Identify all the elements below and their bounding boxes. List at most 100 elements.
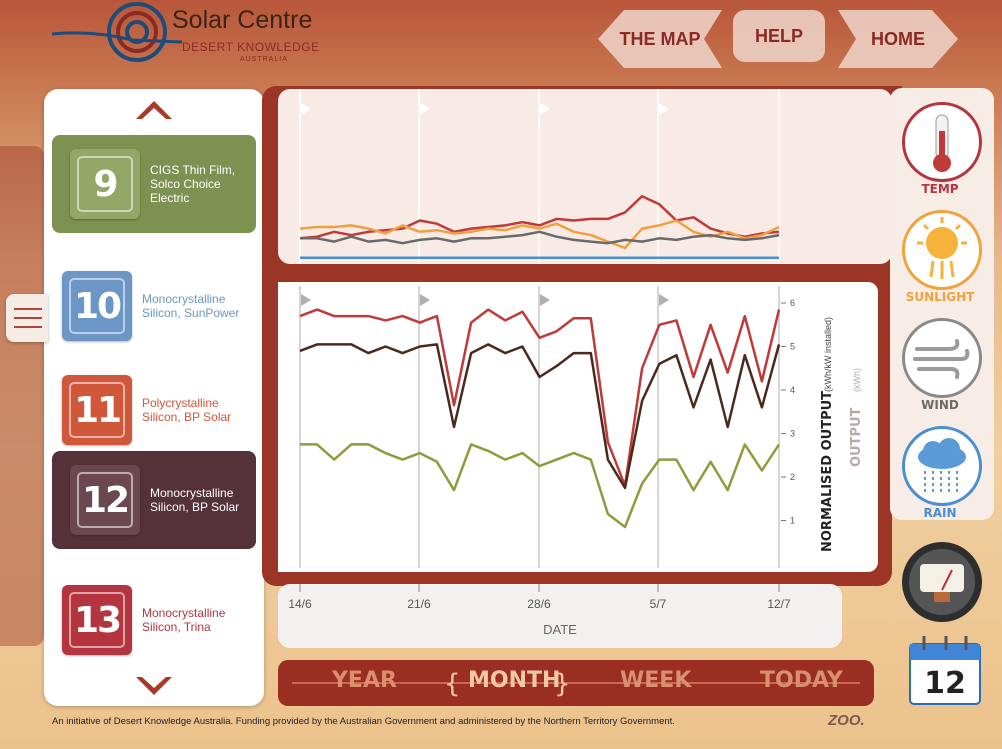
weather-sidebar: TEMP SUNLIGHT WIND RAIN	[890, 88, 994, 520]
wind-icon	[913, 339, 970, 379]
sunlight-label: SUNLIGHT	[905, 290, 975, 304]
output-chart-svg: 1 2 3 4 5 6 NORMALISED OUTPUT(kWh/kW installed…	[299, 286, 864, 568]
menu-line-icon	[14, 308, 42, 310]
technology-number-badge: 9	[70, 149, 140, 219]
output-chart: 1 2 3 4 5 6 NORMALISED OUTPUT (kWh/kW installed…	[278, 282, 878, 572]
period-bar-decoration: { }	[292, 669, 860, 699]
y-tick-label: 1	[790, 516, 795, 526]
solar-centre-logo: Solar Centre DESERT KNOWLEDGE AUSTRALIA	[52, 0, 352, 70]
x-tick-label: 28/6	[527, 597, 551, 611]
logo-swirl-icon	[52, 2, 182, 62]
output-series-line-0	[299, 308, 781, 487]
calendar-icon	[909, 636, 981, 705]
y-tick-label: 6	[790, 298, 795, 308]
technology-number-badge: 11	[62, 375, 132, 445]
weather-chart-svg	[299, 89, 780, 264]
help-label: HELP	[754, 25, 803, 46]
period-week-button[interactable]: WEEK	[620, 668, 692, 693]
y-tick-label: 4	[790, 385, 795, 395]
y2-axis-unit: (kWh)	[852, 368, 862, 392]
logo-subtitle: DESERT KNOWLEDGE	[182, 40, 320, 54]
the-map-button[interactable]: THE MAP	[598, 10, 722, 68]
bracket-right-icon: }	[554, 669, 571, 699]
technology-name: Monocrystalline Silicon, BP Solar	[150, 486, 240, 514]
left-arrow-shape-icon	[598, 10, 722, 68]
y-tick-label: 5	[790, 342, 795, 352]
x-tick-label: 5/7	[650, 597, 667, 611]
menu-line-icon	[14, 317, 42, 319]
help-button[interactable]: HELP	[733, 10, 825, 68]
home-button[interactable]: HOME	[838, 10, 958, 68]
weather-series-line-2	[300, 230, 780, 245]
temp-button[interactable]: TEMP	[890, 94, 994, 198]
rain-cloud-icon	[918, 438, 966, 493]
period-selector: { } YEAR MONTH WEEK TODAY	[278, 660, 874, 706]
thermometer-icon	[933, 114, 951, 172]
gauge-button[interactable]	[900, 540, 984, 624]
technology-item-13[interactable]: 13 Monocrystalline Silicon, Trina	[44, 571, 264, 669]
wind-button[interactable]: WIND	[890, 310, 994, 414]
technology-list-panel: 9 CIGS Thin Film, Solco Choice Electric 10…	[44, 89, 264, 706]
chevron-down-icon	[136, 677, 172, 695]
technology-item-10[interactable]: 10 Monocrystalline Silicon, SunPower	[44, 257, 264, 355]
technology-number: 11	[69, 382, 125, 438]
technology-number: 12	[77, 472, 133, 528]
bracket-left-icon: {	[444, 669, 461, 699]
output-series-line-2	[300, 443, 781, 529]
right-arrow-shape-icon	[838, 10, 958, 68]
period-today-button[interactable]: TODAY	[760, 668, 843, 693]
week-marker-icon	[420, 294, 430, 306]
week-marker-icon	[659, 294, 669, 306]
technology-name: Polycrystalline Silicon, BP Solar	[142, 396, 232, 424]
x-axis-label: DATE	[543, 622, 577, 637]
output-series-line-1	[299, 343, 781, 490]
date-axis-svg: 14/6 21/6 28/6 5/7 12/7 DATE	[288, 584, 791, 637]
technology-number: 13	[69, 592, 125, 648]
technology-number: 10	[69, 278, 125, 334]
week-marker-icon	[540, 103, 550, 115]
technology-name: Monocrystalline Silicon, Trina	[142, 606, 226, 634]
technology-number-badge: 13	[62, 585, 132, 655]
y-axis-unit: (kWh/kW installed)	[823, 317, 833, 392]
y-axis-label: NORMALISED OUTPUT	[820, 391, 835, 552]
week-marker-icon	[540, 294, 550, 306]
chevron-up-icon	[136, 101, 172, 119]
sunlight-button[interactable]: SUNLIGHT	[890, 202, 994, 306]
calendar-day: 12	[924, 666, 966, 701]
technology-number-badge: 12	[70, 465, 140, 535]
rain-label: RAIN	[923, 506, 957, 520]
week-marker-icon	[301, 103, 311, 115]
y-tick-label: 3	[790, 429, 795, 439]
menu-button[interactable]	[6, 294, 48, 342]
zoo-brand: ZOO.	[828, 712, 865, 729]
rain-button[interactable]: RAIN	[890, 418, 994, 522]
y-tick-label: 2	[790, 472, 795, 482]
period-month-button[interactable]: MONTH	[468, 668, 561, 693]
technology-item-9[interactable]: 9 CIGS Thin Film, Solco Choice Electric	[52, 135, 256, 233]
scroll-down-button[interactable]	[44, 675, 264, 697]
y2-axis-label: OUTPUT	[849, 407, 864, 467]
rain-circle	[902, 426, 982, 506]
help-button-shape-icon	[733, 10, 825, 62]
technology-item-11[interactable]: 11 Polycrystalline Silicon, BP Solar	[44, 361, 264, 459]
menu-line-icon	[14, 326, 42, 328]
left-edge-tab	[0, 146, 44, 646]
the-map-label: THE MAP	[619, 28, 701, 49]
logo-subtitle-country: AUSTRALIA	[240, 56, 288, 63]
calendar-button[interactable]: 12	[906, 632, 984, 708]
technology-name: Monocrystalline Silicon, SunPower	[142, 292, 240, 320]
weather-chart	[278, 89, 892, 264]
weather-series-line-1	[299, 219, 780, 250]
period-year-button[interactable]: YEAR	[332, 668, 397, 693]
technology-number: 9	[77, 156, 133, 212]
wind-label: WIND	[921, 398, 959, 412]
scroll-up-button[interactable]	[44, 99, 264, 121]
temp-label: TEMP	[921, 182, 959, 196]
sun-icon	[917, 217, 967, 279]
gauge-meter-icon	[902, 542, 982, 622]
sunlight-circle	[902, 210, 982, 290]
home-label: HOME	[871, 28, 925, 49]
x-tick-label: 14/6	[288, 597, 312, 611]
technology-item-12[interactable]: 12 Monocrystalline Silicon, BP Solar	[52, 451, 256, 549]
logo-title: Solar Centre	[172, 6, 313, 34]
